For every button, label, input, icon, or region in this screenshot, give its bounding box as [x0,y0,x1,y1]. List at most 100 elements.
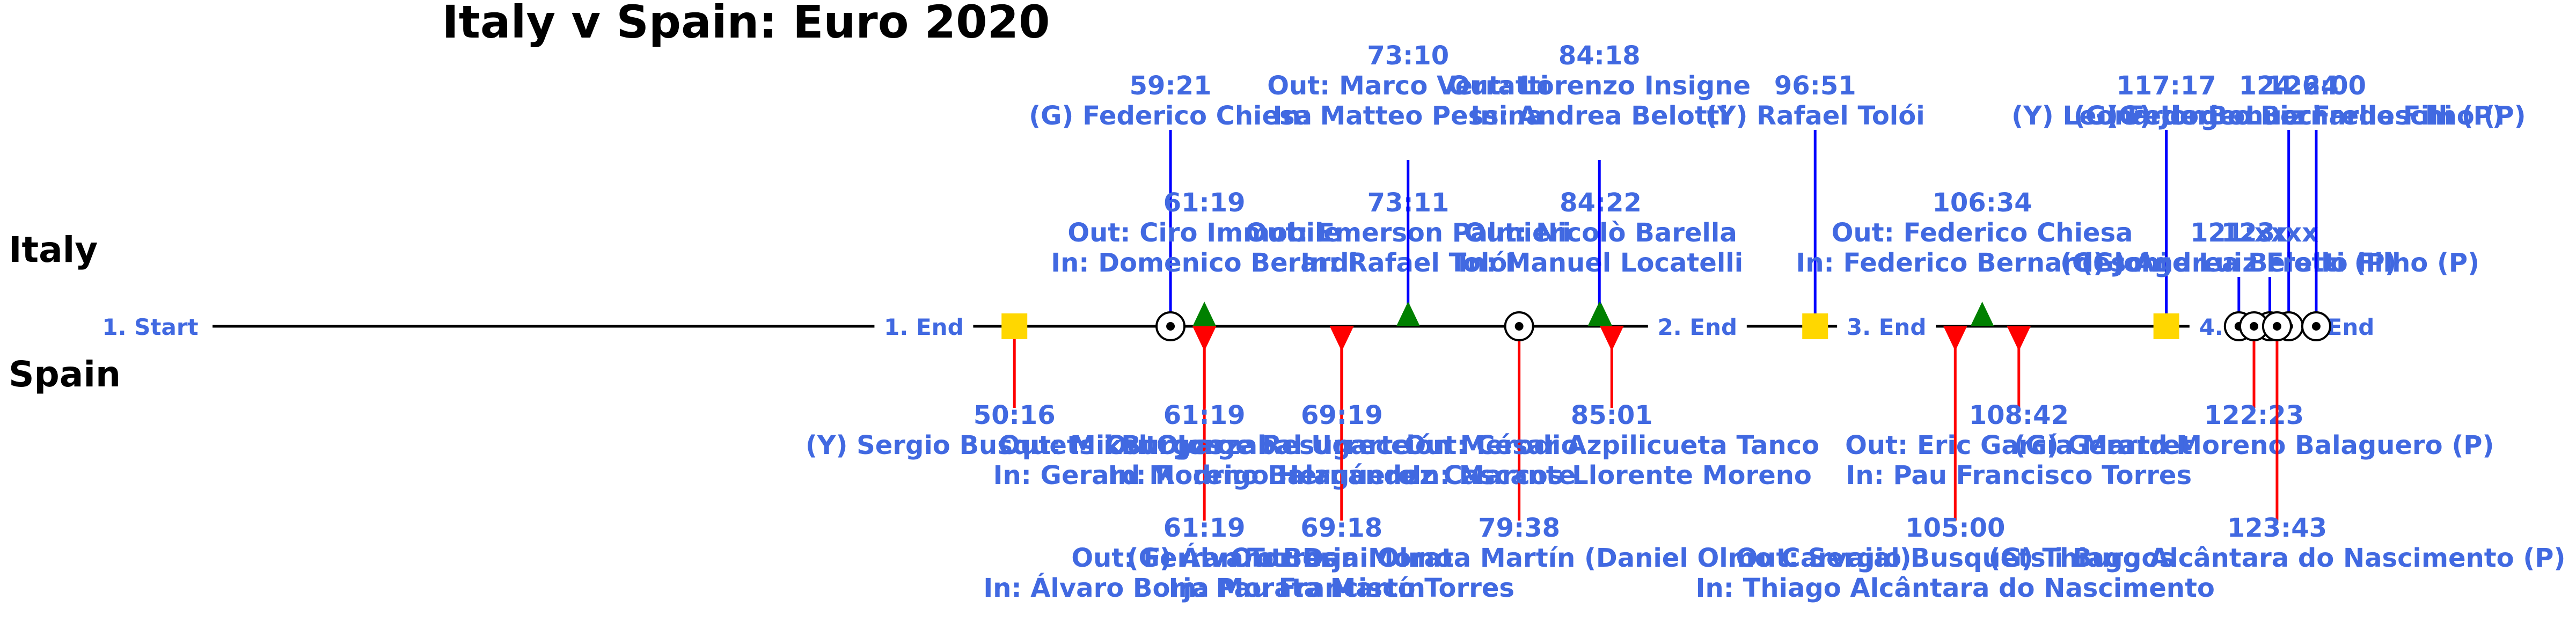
event-detail: In: Rodrigo Hernández Cascante [1108,460,1576,491]
event-time: 59:21 [1130,71,1212,101]
event-goal-home: 59:21(G) Federico Chiesa [1029,71,1312,341]
period-marker-label: 2. End [1658,314,1737,340]
event-penalty-away: 122:23(G) Gerard Moreno Balaguero (P) [2014,311,2494,460]
substitution-icon [1192,302,1217,326]
event-time: 85:01 [1571,400,1653,430]
event-detail: Out: Dani Olmo [1231,543,1453,573]
event-detail: Out: César Azpilicueta Tanco [1404,430,1820,460]
event-penalty-home: 126:00(G) Jorge Luiz Frello Filho (P) [2106,71,2526,341]
event-detail: Out: Ciro Immobile [1067,218,1341,248]
event-detail: (G) Jorge Luiz Frello Filho (P) [2106,101,2526,131]
team-label-home: Italy [9,229,98,270]
ball-icon-center [1514,322,1524,331]
ball-icon-center [2272,322,2281,331]
event-detail: (Y) Rafael Tolói [1706,101,1925,131]
event-detail: In: Thiago Alcântara do Nascimento [1696,573,2215,603]
event-time: 126:00 [2266,71,2366,101]
event-goal-away: 79:38(G) Álvaro Borja Morata Martín (Dan… [1127,311,1912,573]
yellow-card-icon [1802,313,1828,339]
event-time: 105:00 [1905,513,2005,543]
event-detail: Out: Federico Chiesa [1832,218,2133,248]
period-marker-label: 1. End [884,314,963,340]
event-detail: In: Marcos Llorente Moreno [1412,460,1812,491]
event-detail: In: Álvaro Borja Morata Martín [983,573,1425,603]
period-marker-bg [1837,309,1936,343]
event-time: 124:24 [2239,71,2339,101]
event-time: 108:42 [1969,400,2069,430]
event-time: 69:19 [1301,400,1383,430]
event-detail: (Y) Leonardo Bonucci [2011,101,2321,131]
event-time: 61:19 [1163,400,1246,430]
ball-icon-center [1166,322,1175,331]
period-marker-label: 3. End [1847,314,1926,340]
event-detail: Out: Lorenzo Insigne [1448,71,1751,101]
substitution-icon [1970,302,1994,326]
ball-icon-center [2311,322,2321,331]
period-marker-label: End [2327,314,2375,340]
substitution-icon [1396,302,1420,326]
event-time: 123:xx [2221,218,2318,248]
chart-title: Italy v Spain: Euro 2020 [442,0,1050,48]
event-time: 122:23 [2204,400,2304,430]
event-card-home: 96:51(Y) Rafael Tolói [1706,71,1925,339]
event-detail: (G) Thiago Alcântara do Nascimento (P) [1988,543,2565,573]
event-time: 61:19 [1163,188,1246,218]
substitution-icon [1587,302,1612,326]
event-time: 121:xx [2190,218,2287,248]
event-card-away: 50:16(Y) Sergio Busquets i Burgos [806,313,1224,460]
event-detail: (G) Andrea Belotti (P) [2081,248,2397,278]
period-marker-bg [1648,309,1747,343]
substitution-icon [1600,326,1624,351]
timeline-events: 50:16(Y) Sergio Busquets i Burgos59:21(G… [806,41,2566,603]
event-penalty-home: 123:xx(G) Jorge Luiz Frello Filho (P) [2060,218,2479,341]
yellow-card-icon [2153,313,2179,339]
event-detail: (G) Federico Chiesa [1029,101,1312,131]
event-detail: (G) Gerard Moreno Balaguero (P) [2014,430,2494,460]
event-time: 96:51 [1774,71,1856,101]
event-penalty-away: 123:43(G) Thiago Alcântara do Nascimento… [1988,311,2565,573]
event-penalty-home: 124:24(G) Federico Bernardeschi (P) [2074,71,2504,341]
event-time: 69:18 [1300,513,1382,543]
event-time: 117:17 [2117,71,2216,101]
event-detail: In: Domenico Berardi [1051,248,1358,278]
period-marker-label: 1. Start [102,314,198,340]
event-detail: In: Pau Francisco Torres [1169,573,1514,603]
event-time: 106:34 [1932,188,2032,218]
period-marker-bg [88,309,213,343]
event-time: 84:18 [1558,41,1641,71]
event-detail: (G) Jorge Luiz Frello Filho (P) [2060,248,2479,278]
event-detail: Out: Sergio Busquets i Burgos [1736,543,2175,573]
event-detail: (G) Federico Bernardeschi (P) [2074,101,2504,131]
event-detail: In: Gerard Moreno Balaguero [993,460,1416,491]
period-marker-bg [874,309,974,343]
event-time: 61:19 [1163,513,1246,543]
event-detail: In: Federico Bernardeschi [1796,248,2169,278]
event-detail: Out: Marco Verratti [1267,71,1549,101]
event-time: 79:38 [1478,513,1560,543]
substitution-icon [1192,326,1217,351]
event-detail: In: Pau Francisco Torres [1846,460,2192,491]
team-label-away: Spain [9,354,121,395]
event-time: 50:16 [974,400,1056,430]
event-detail: In: Andrea Belotti [1470,101,1728,131]
event-penalty-home: 121:xx(G) Andrea Belotti (P) [2081,218,2397,341]
event-detail: Out: Eric García Martret [1845,430,2192,460]
substitution-icon [2007,326,2031,351]
event-detail: Out: Jorge Resurrección Merodio [1105,430,1578,460]
event-detail: (Y) Sergio Busquets i Burgos [806,430,1224,460]
event-time: 73:10 [1367,41,1449,71]
event-detail: Out: Ferran Torres [1071,543,1337,573]
substitution-icon [1943,326,1967,351]
ball-icon-center [2249,322,2258,331]
event-time: 123:43 [2227,513,2327,543]
yellow-card-icon [1001,313,1028,339]
